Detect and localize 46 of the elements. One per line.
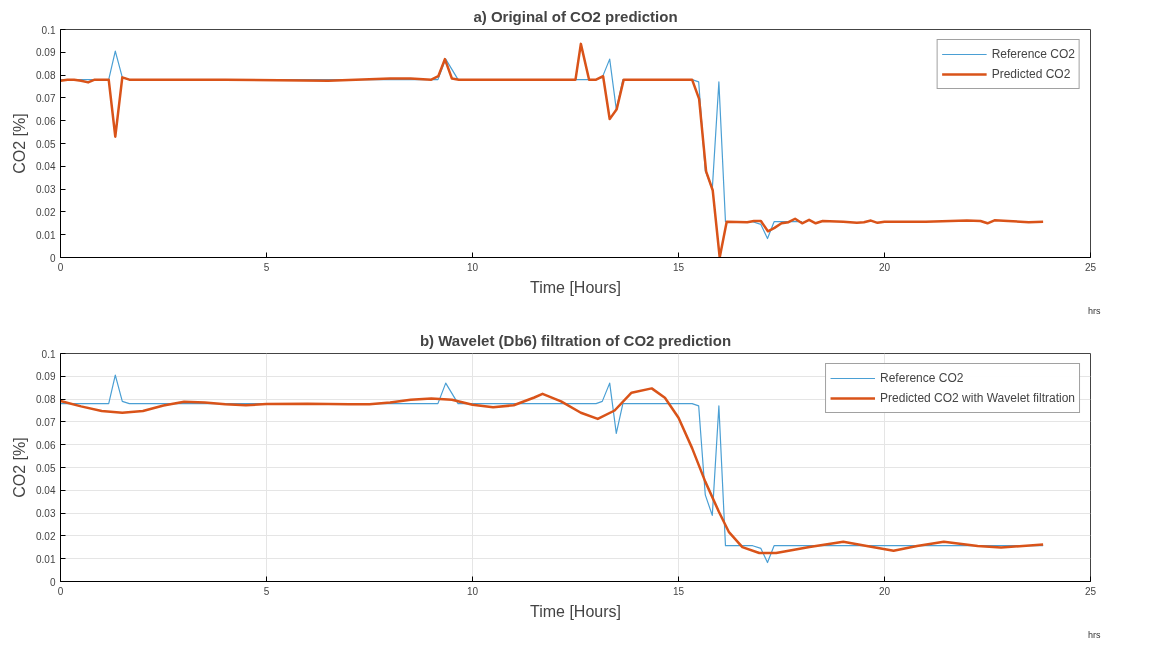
- y-tick-label: 0.05: [36, 462, 56, 474]
- y-tick-label: 0.08: [36, 70, 56, 82]
- y-tick-label: 0.06: [36, 115, 56, 127]
- y-tick-label: 0.05: [36, 138, 56, 150]
- x-tick-label: 0: [57, 261, 64, 273]
- legend-label: Reference CO2: [880, 371, 964, 385]
- chart-title: b) Wavelet (Db6) filtration of CO2 prediction: [419, 331, 732, 349]
- text: hrs: [1088, 629, 1101, 640]
- y-tick-label: 0.03: [36, 508, 56, 520]
- y-tick-label: 0.1: [41, 24, 56, 36]
- y-tick-label: 0.07: [36, 92, 56, 104]
- x-tick-label: 25: [1084, 261, 1097, 273]
- x-tick-label: 5: [263, 585, 270, 597]
- legend-label: Reference CO2: [991, 47, 1075, 61]
- y-axis-title: CO2 [%]: [11, 113, 29, 174]
- x-tick-label: 10: [466, 261, 479, 273]
- x-axis-title: Time [Hours]: [530, 278, 621, 296]
- legend-label: Predicted CO2 with Wavelet filtration: [880, 391, 1075, 405]
- y-tick-label: 0.04: [36, 161, 56, 173]
- x-tick-label: 10: [466, 585, 479, 597]
- y-tick-label: 0.08: [36, 394, 56, 406]
- y-tick-label: 0.02: [36, 530, 56, 542]
- x-tick-label: 25: [1084, 585, 1097, 597]
- x-axis-title: Time [Hours]: [530, 602, 621, 620]
- y-tick-label: 0.03: [36, 184, 56, 196]
- y-tick-label: 0.07: [36, 416, 56, 428]
- x-tick-label: 0: [57, 585, 64, 597]
- y-tick-label: 0.01: [36, 553, 56, 565]
- y-tick-label: 0.09: [36, 47, 56, 59]
- chart-title: a) Original of CO2 prediction: [473, 7, 678, 25]
- y-tick-label: 0.02: [36, 206, 56, 218]
- y-tick-label: 0.01: [36, 229, 56, 241]
- y-axis-title: CO2 [%]: [11, 437, 29, 498]
- x-tick-label: 5: [263, 261, 270, 273]
- y-tick-label: 0: [49, 252, 56, 264]
- y-tick-label: 0.04: [36, 485, 56, 497]
- legend-label: Predicted CO2: [991, 67, 1071, 81]
- text: hrs: [1088, 305, 1101, 316]
- x-tick-label: 20: [878, 261, 891, 273]
- y-tick-label: 0.06: [36, 439, 56, 451]
- x-tick-label: 15: [672, 261, 685, 273]
- x-tick-label: 15: [672, 585, 685, 597]
- y-tick-label: 0.09: [36, 371, 56, 383]
- x-tick-label: 20: [878, 585, 891, 597]
- y-tick-label: 0: [49, 576, 56, 588]
- y-tick-label: 0.1: [41, 348, 56, 360]
